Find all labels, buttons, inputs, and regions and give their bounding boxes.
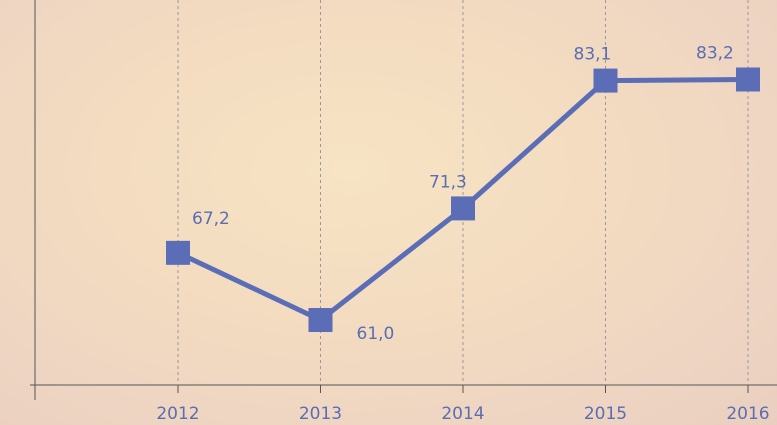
value-label: 83,2 (696, 44, 734, 64)
x-tick-label: 2016 (726, 404, 769, 424)
page: 2012 2013 2014 2015 2016 67,2 61,0 71,3 83,1 83,2 (0, 0, 777, 425)
x-tick-label: 2015 (584, 404, 627, 424)
value-label: 71,3 (429, 172, 467, 192)
x-tick-label: 2013 (299, 404, 342, 424)
chart: 2012 2013 2014 2015 2016 67,2 61,0 71,3 83,1 83,2 (0, 0, 777, 425)
point-marker (166, 241, 190, 265)
point-marker (736, 68, 760, 92)
value-label: 83,1 (574, 45, 612, 65)
point-marker (451, 196, 475, 220)
point-marker (594, 69, 618, 93)
value-label: 61,0 (357, 324, 395, 344)
x-tick-label: 2014 (441, 404, 484, 424)
x-tick-label: 2012 (156, 404, 199, 424)
point-marker (309, 308, 333, 332)
value-label: 67,2 (192, 209, 230, 229)
